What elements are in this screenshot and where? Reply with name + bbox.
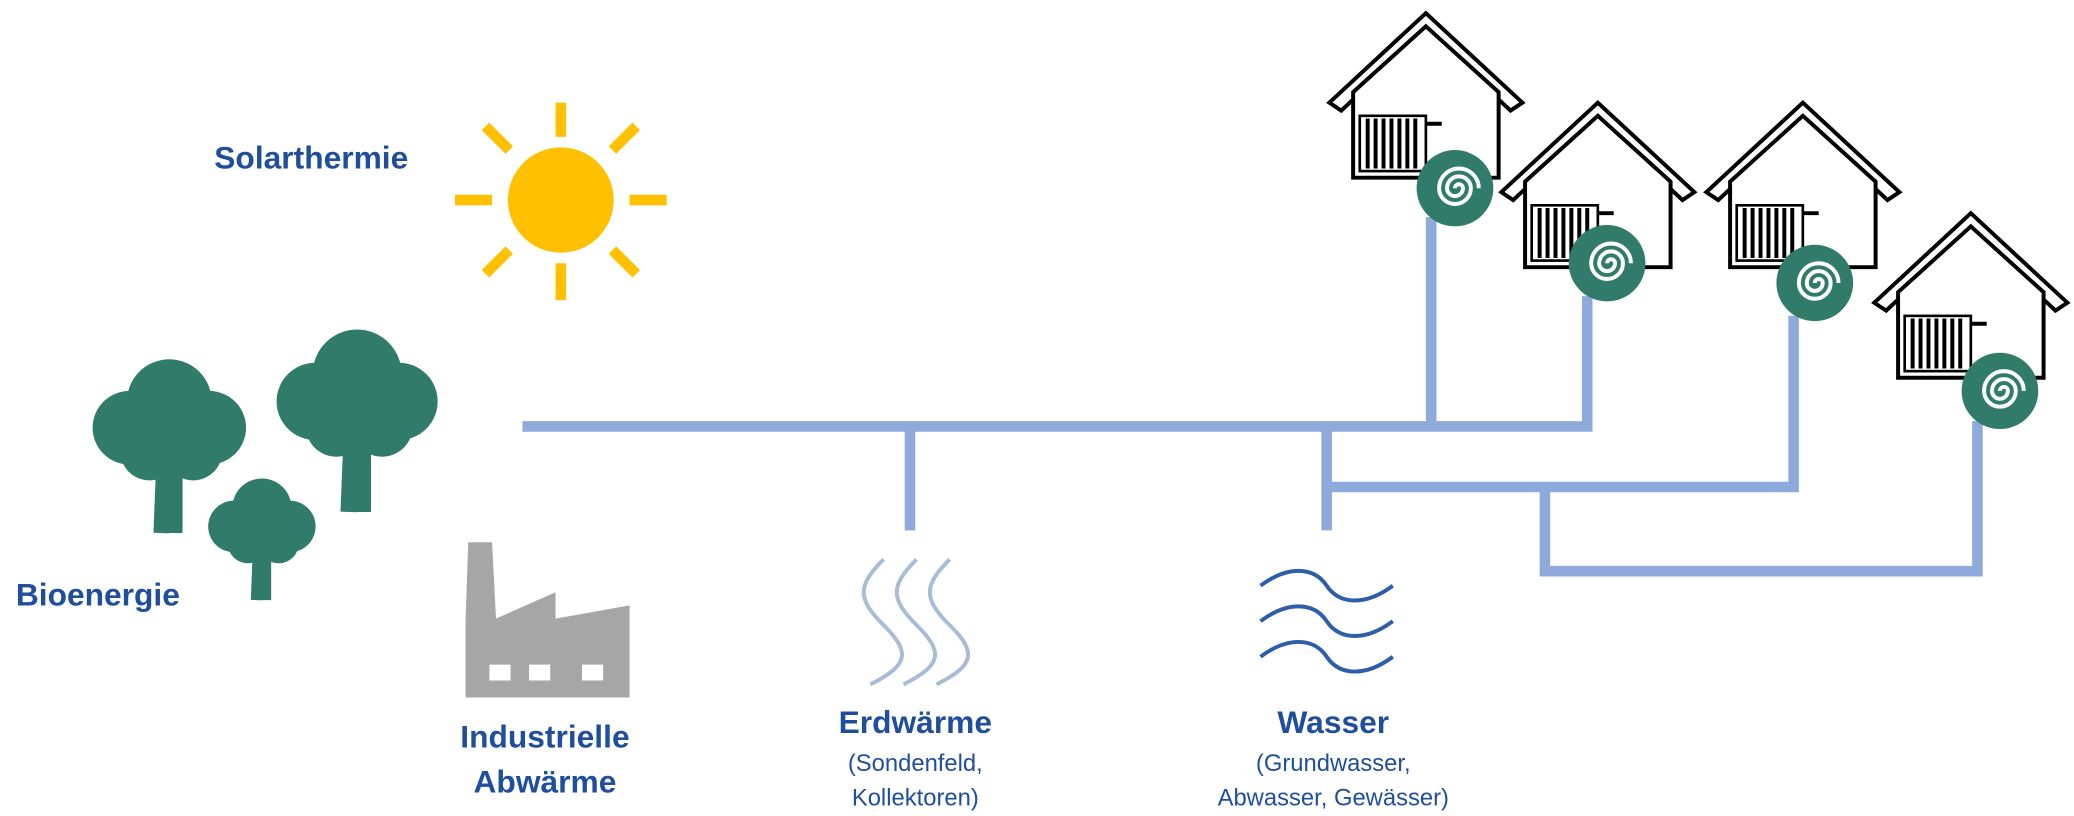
geothermal-detail: (Sondenfeld, <box>848 751 983 777</box>
sun <box>455 103 667 300</box>
houses <box>1329 13 2067 429</box>
geothermal-icon <box>864 559 968 684</box>
water-label: Wasser <box>1277 704 1389 740</box>
industry-label: Industrielle <box>460 719 629 755</box>
bio-label: Bioenergie <box>16 576 180 612</box>
geothermal-detail: Kollektoren) <box>852 786 979 812</box>
water-detail: Abwasser, Gewässer) <box>1218 786 1449 812</box>
geothermal-label: Erdwärme <box>839 704 992 740</box>
water-icon <box>1261 571 1393 672</box>
solar-label: Solarthermie <box>214 140 408 176</box>
water-detail: (Grundwasser, <box>1256 751 1411 777</box>
pipes <box>522 217 1977 571</box>
factory <box>466 542 630 697</box>
trees <box>93 330 438 601</box>
industry-label: Abwärme <box>474 763 617 799</box>
diagram: Solarthermie Bioenergie Industrielle Abw… <box>0 0 2074 816</box>
